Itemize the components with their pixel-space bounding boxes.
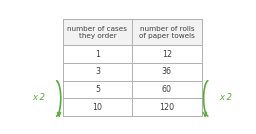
Text: 60: 60 [162,85,172,94]
Text: number of cases: number of cases [68,26,127,32]
Text: of paper towels: of paper towels [139,33,195,39]
Text: 12: 12 [162,50,172,59]
Text: 10: 10 [92,103,102,112]
Text: x 2: x 2 [219,93,232,102]
Bar [63,19,202,45]
Text: number of rolls: number of rolls [140,26,194,32]
Text: 1: 1 [95,50,100,59]
Text: 3: 3 [95,67,100,76]
Text: 120: 120 [159,103,175,112]
Text: they order: they order [79,33,116,39]
Text: 36: 36 [162,67,172,76]
Text: x 2: x 2 [32,93,45,102]
Text: 5: 5 [95,85,100,94]
